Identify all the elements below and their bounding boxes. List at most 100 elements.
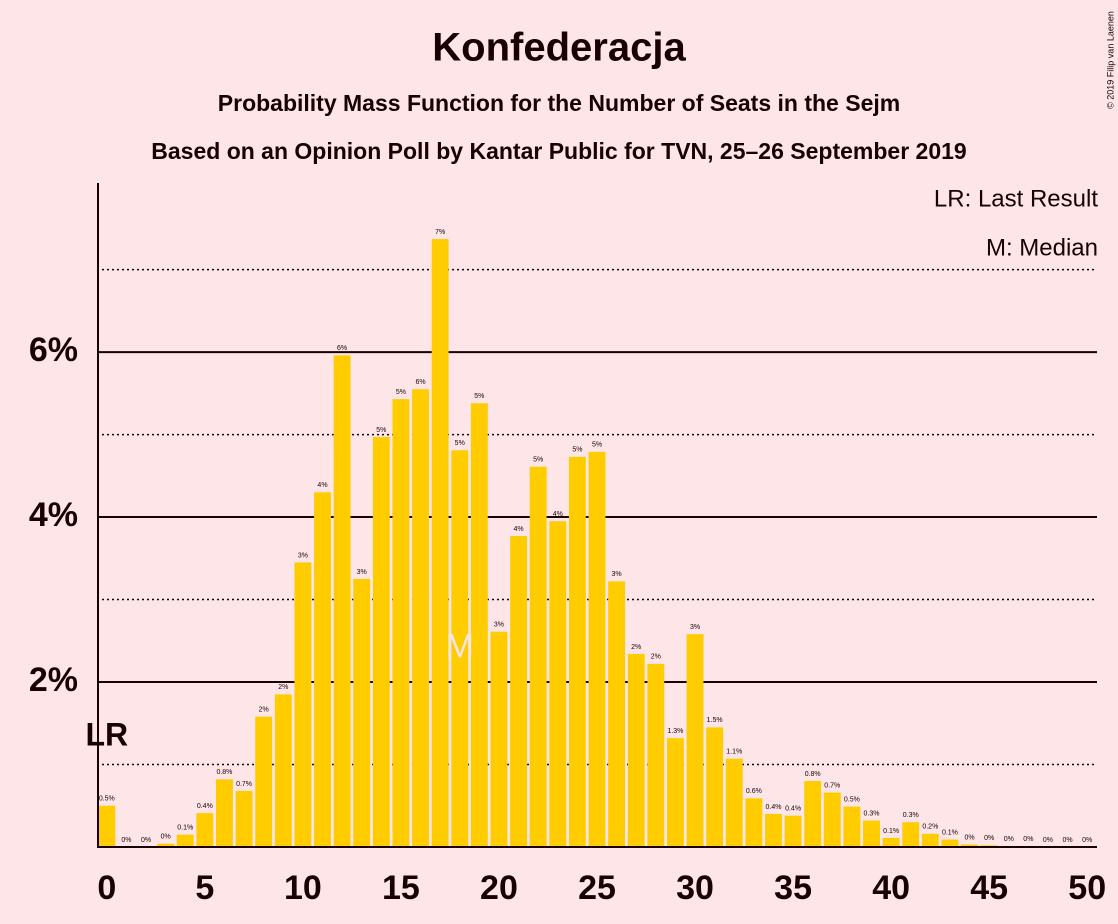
bar — [431, 239, 449, 847]
value-label: 0% — [964, 834, 974, 841]
bar — [921, 833, 939, 847]
x-tick-label: 5 — [195, 869, 214, 907]
bar — [196, 813, 214, 847]
value-label: 0% — [141, 837, 151, 844]
value-label: 1.1% — [726, 749, 742, 756]
bar — [314, 492, 331, 847]
value-label: 0.6% — [746, 788, 762, 795]
bar — [372, 437, 390, 847]
bar — [176, 834, 194, 847]
bar — [412, 389, 429, 847]
bar — [490, 631, 508, 847]
value-label: 0% — [1023, 836, 1033, 843]
value-label: 5% — [455, 440, 465, 447]
value-label: 6% — [337, 345, 347, 352]
bar — [333, 355, 351, 847]
value-label: 0.8% — [805, 771, 821, 778]
value-label: 0.7% — [236, 781, 252, 788]
bar — [784, 815, 802, 847]
value-label: 0.8% — [216, 769, 232, 776]
bar — [823, 792, 841, 847]
copyright: © 2019 Filip van Laenen — [1105, 11, 1115, 109]
bar — [627, 653, 645, 847]
bar — [686, 634, 704, 847]
value-label: 0% — [984, 835, 994, 842]
bar — [647, 663, 665, 847]
value-label: 2% — [651, 654, 661, 661]
value-label: 0% — [161, 834, 171, 841]
bar — [706, 727, 724, 847]
bar — [804, 781, 822, 847]
x-tick-label: 15 — [382, 869, 420, 907]
value-label: 0.1% — [942, 829, 958, 836]
value-label: 4% — [317, 482, 327, 489]
chart-subtitle: Based on an Opinion Poll by Kantar Publi… — [151, 138, 966, 164]
bar — [961, 844, 978, 847]
bar — [470, 403, 488, 847]
bar — [451, 450, 469, 847]
bar — [745, 798, 763, 847]
value-label: 0.3% — [864, 810, 880, 817]
value-label: 2% — [259, 707, 269, 714]
bar — [902, 822, 920, 847]
value-label: 0.3% — [903, 812, 919, 819]
x-tick-label: 20 — [480, 869, 518, 907]
chart-subtitle: Probability Mass Function for the Number… — [218, 90, 900, 116]
legend-entry: M: Median — [986, 234, 1098, 261]
value-label: 0.1% — [883, 828, 899, 835]
value-label: 0.2% — [922, 824, 938, 831]
y-tick-label: 4% — [29, 496, 78, 534]
value-label: 0% — [1063, 837, 1073, 844]
x-tick-label: 40 — [872, 869, 910, 907]
value-label: 0.5% — [844, 796, 860, 803]
bar — [216, 779, 233, 847]
bar — [294, 562, 312, 847]
bar — [941, 839, 959, 847]
value-label: 4% — [553, 511, 563, 518]
bar — [157, 843, 175, 847]
value-label: 2% — [278, 684, 288, 691]
bar — [588, 451, 606, 847]
bar — [882, 837, 900, 847]
value-label: 0% — [1082, 837, 1092, 844]
bar — [98, 805, 116, 847]
value-label: 5% — [592, 442, 602, 449]
value-label: 0.5% — [99, 796, 115, 803]
value-label: 7% — [435, 229, 445, 236]
bar — [765, 814, 782, 847]
value-label: 4% — [514, 526, 524, 533]
value-label: 3% — [298, 552, 308, 559]
value-label: 0.4% — [765, 804, 781, 811]
bar — [608, 581, 626, 847]
value-label: 6% — [415, 379, 425, 386]
value-label: 1.5% — [707, 717, 723, 724]
bar — [392, 399, 410, 847]
bar — [255, 716, 273, 847]
y-tick-label: 2% — [29, 661, 78, 699]
bar — [667, 738, 684, 847]
x-tick-label: 10 — [284, 869, 322, 907]
value-label: 5% — [572, 447, 582, 454]
value-label: 2% — [631, 644, 641, 651]
x-tick-label: 25 — [578, 869, 616, 907]
chart-title: Konfederacja — [432, 26, 686, 70]
bar — [863, 820, 880, 847]
bar — [235, 790, 253, 847]
bar — [353, 578, 371, 847]
x-tick-label: 35 — [774, 869, 812, 907]
value-label: 5% — [474, 393, 484, 400]
value-label: 0% — [1004, 836, 1014, 843]
x-tick-label: 30 — [676, 869, 714, 907]
legend-entry: LR: Last Result — [934, 185, 1098, 212]
value-label: 0% — [1043, 837, 1053, 844]
bar — [549, 521, 567, 847]
value-label: 0% — [121, 837, 131, 844]
value-label: 5% — [376, 427, 386, 434]
value-label: 3% — [494, 622, 504, 629]
value-label: 5% — [533, 457, 543, 464]
value-label: 3% — [690, 624, 700, 631]
x-tick-label: 50 — [1068, 869, 1106, 907]
median-marker: M — [446, 628, 474, 666]
bar — [568, 456, 586, 847]
